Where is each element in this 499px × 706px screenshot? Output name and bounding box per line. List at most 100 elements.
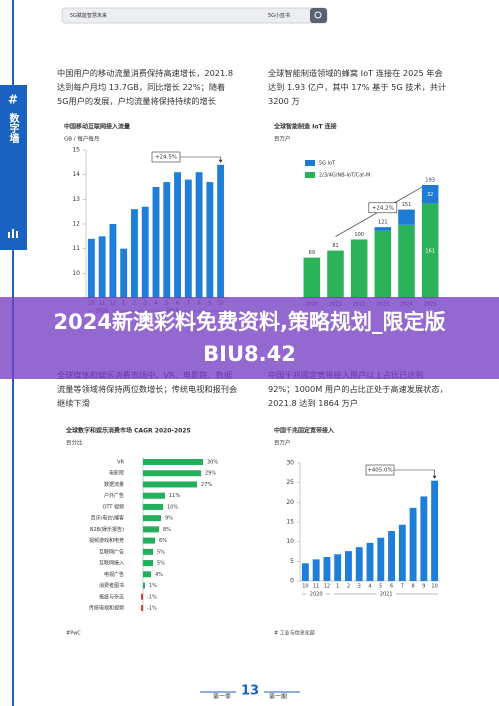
legend-swatch bbox=[305, 160, 315, 166]
bar bbox=[420, 496, 428, 581]
y-tick-label: 0 bbox=[290, 578, 294, 585]
bar bbox=[409, 507, 417, 581]
bar-segment bbox=[374, 230, 392, 298]
bar bbox=[377, 537, 385, 581]
bar bbox=[131, 209, 138, 298]
banner-text: 2024新澳彩料免费资料,策略规划_限定版BIU8.42 bbox=[53, 310, 446, 366]
search-left: 5G赋能智慧未来 bbox=[70, 12, 107, 19]
page-number: 13 bbox=[241, 684, 259, 699]
y-tick-label: 音乐\电台\播客 bbox=[91, 515, 124, 522]
value-label: 30% bbox=[207, 460, 218, 466]
sidebar-label: 数字墙 bbox=[7, 112, 19, 144]
total-label: 100 bbox=[354, 232, 364, 238]
value-label: 5% bbox=[157, 561, 165, 567]
bar bbox=[334, 554, 342, 581]
bar bbox=[87, 238, 95, 298]
group-label: 2020 bbox=[310, 592, 323, 598]
group-bg bbox=[376, 590, 397, 598]
group-bg bbox=[306, 590, 327, 598]
bar bbox=[143, 560, 153, 567]
y-tick-label: 14 bbox=[72, 171, 80, 178]
total-label: 121 bbox=[378, 220, 388, 226]
bar bbox=[312, 559, 320, 581]
x-tick-label: 7 bbox=[401, 584, 404, 590]
y-tick-label: B2B(娱乐报告) bbox=[90, 526, 124, 533]
bar-segment bbox=[327, 250, 344, 298]
bar bbox=[152, 187, 160, 298]
bar bbox=[143, 571, 151, 578]
source: # 工业与信息化部 bbox=[274, 630, 315, 637]
y-tick-label: 传统电视和视频 bbox=[89, 605, 124, 612]
annotation: +24.2% bbox=[372, 205, 394, 211]
bar-segment bbox=[303, 257, 321, 298]
group-label: 2021 bbox=[380, 592, 393, 598]
source: #PwC bbox=[66, 631, 81, 637]
bar bbox=[398, 524, 406, 581]
bar bbox=[143, 548, 153, 555]
y-tick-label: 11 bbox=[72, 245, 80, 252]
bar-segment bbox=[398, 209, 415, 225]
chart-unit: GB / 每户每月 bbox=[64, 135, 99, 143]
y-tick-label: 5 bbox=[290, 558, 294, 565]
bar-segment bbox=[398, 224, 415, 298]
bar bbox=[195, 172, 203, 298]
sidebar-mark: # bbox=[8, 93, 18, 107]
sidebar-icon bbox=[16, 231, 18, 238]
value-label: 27% bbox=[201, 482, 212, 488]
annotation-arrow bbox=[218, 159, 223, 163]
y-tick-label: 电视广告 bbox=[104, 571, 124, 578]
banner: 2024新澳彩料免费资料,策略规划_限定版BIU8.42 bbox=[0, 297, 499, 379]
bar bbox=[141, 605, 143, 611]
bar bbox=[217, 164, 225, 298]
bar bbox=[431, 480, 439, 581]
x-tick-label: 8 bbox=[411, 584, 414, 590]
y-tick-label: 15 bbox=[72, 147, 80, 154]
x-tick-label: 9 bbox=[422, 584, 425, 590]
value-label: 9% bbox=[165, 516, 173, 522]
bar-segment bbox=[421, 203, 439, 298]
y-tick-label: 20 bbox=[286, 499, 294, 506]
x-tick-label: 2 bbox=[347, 584, 350, 590]
y-tick-label: 10 bbox=[286, 538, 294, 545]
bar bbox=[141, 206, 149, 298]
total-label: 193 bbox=[425, 178, 435, 184]
annotation-box bbox=[368, 202, 398, 214]
value-label: 11% bbox=[169, 493, 180, 499]
x-tick-label: 3 bbox=[358, 584, 361, 590]
bar bbox=[206, 182, 214, 298]
search-right: 5G小蓝书 bbox=[268, 12, 290, 19]
y-tick-label: 视频游戏和电竞 bbox=[89, 537, 124, 544]
chart-title: 中国移动互联网接入流量 bbox=[64, 123, 130, 131]
legend-label: 2/3/4G/NB-IoT/Cat-M bbox=[319, 173, 370, 179]
x-tick-label: 6 bbox=[390, 584, 393, 590]
bar bbox=[174, 172, 181, 298]
bar bbox=[143, 582, 145, 589]
bar bbox=[184, 179, 192, 298]
legend-label: 5G IoT bbox=[319, 161, 336, 167]
value-label: 8% bbox=[163, 527, 171, 533]
bar bbox=[143, 537, 155, 544]
value-label: 29% bbox=[205, 471, 216, 477]
total-label: 81 bbox=[332, 243, 338, 249]
value-label: 10% bbox=[167, 504, 178, 510]
chart-unit: 百万户 bbox=[274, 439, 291, 447]
annotation-box bbox=[365, 464, 395, 476]
bar bbox=[301, 563, 309, 581]
x-tick-label: 11 bbox=[313, 584, 319, 590]
y-tick-label: 15 bbox=[286, 519, 294, 526]
bar bbox=[355, 547, 363, 581]
bar bbox=[143, 470, 201, 477]
search-button[interactable] bbox=[310, 8, 327, 23]
bar bbox=[141, 593, 143, 600]
bar bbox=[120, 248, 128, 298]
bar bbox=[143, 492, 165, 499]
bar bbox=[323, 557, 331, 581]
y-tick-label: 户外广告 bbox=[104, 492, 124, 499]
search-icon bbox=[314, 11, 322, 19]
chart-unit: 百万户 bbox=[274, 135, 291, 143]
value-label: -1% bbox=[147, 594, 157, 600]
bar bbox=[143, 481, 197, 488]
x-tick-label: 10 bbox=[302, 584, 308, 590]
y-tick-label: 互联网广告 bbox=[99, 548, 124, 555]
bar bbox=[143, 503, 163, 510]
